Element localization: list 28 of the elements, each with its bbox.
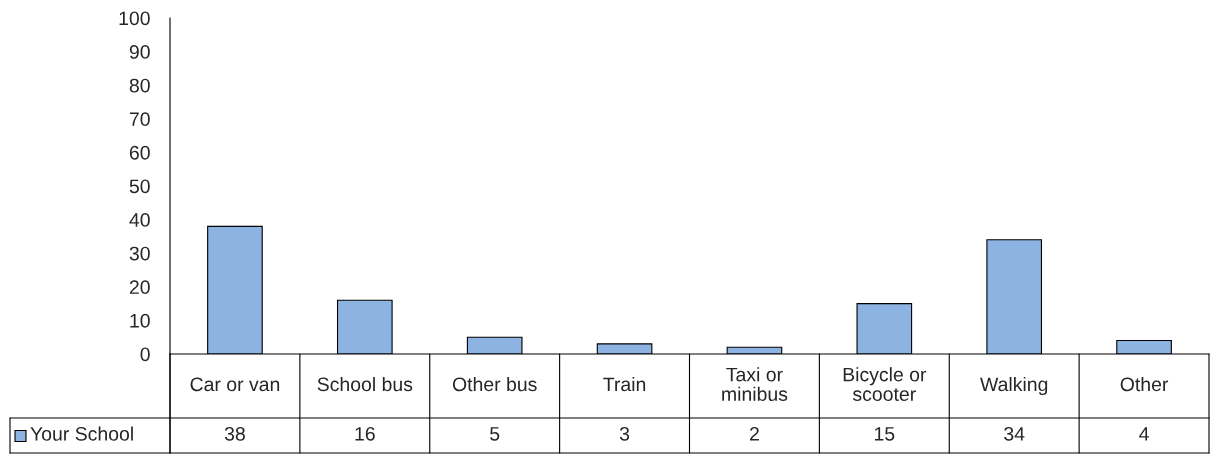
x-tick-label: Bicycle or scooter <box>843 367 927 401</box>
x-tick-label: School bus <box>317 376 413 392</box>
y-tick-label: 60 <box>129 145 150 160</box>
y-tick-label: 20 <box>129 280 150 295</box>
y-tick-label: 70 <box>129 112 150 127</box>
data-label: 34 <box>1004 426 1025 441</box>
y-tick-label: 90 <box>129 45 150 59</box>
data-label: 5 <box>490 427 500 441</box>
y-tick-label: 0 <box>140 347 150 362</box>
x-tick-label: Walking <box>980 376 1048 396</box>
x-tick-label: Other <box>1120 376 1169 392</box>
data-label: 16 <box>355 426 375 441</box>
data-label: 38 <box>224 426 245 441</box>
y-tick-label: 40 <box>129 213 150 227</box>
y-tick-label: 50 <box>129 179 150 194</box>
legend-label: Your School <box>30 426 133 441</box>
x-tick-label: Taxi or minibus <box>722 367 788 401</box>
data-label: 3 <box>619 426 630 441</box>
x-tick-label: Other bus <box>452 376 537 392</box>
x-tick-label: Train <box>603 376 646 392</box>
data-label: 4 <box>1139 427 1149 441</box>
y-tick-label: 30 <box>129 246 150 261</box>
y-tick-label: 10 <box>130 313 150 328</box>
data-label: 15 <box>874 427 895 441</box>
data-label: 2 <box>750 426 759 441</box>
y-tick-label: 100 <box>119 11 150 26</box>
x-tick-label: Car or van <box>190 377 280 392</box>
y-tick-label: 80 <box>129 78 150 93</box>
